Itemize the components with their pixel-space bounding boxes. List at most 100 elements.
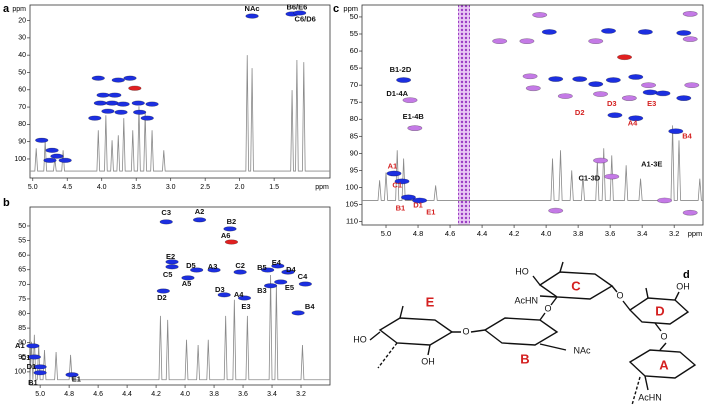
cross-peak xyxy=(45,147,59,153)
x-tick-label: 4.6 xyxy=(93,391,103,398)
y-tick-label: 50 xyxy=(18,223,26,230)
cross-peak xyxy=(532,12,548,18)
peak-annotation: E1 xyxy=(72,375,81,384)
cross-peak xyxy=(145,101,159,107)
group-label: AcHN xyxy=(514,295,538,305)
cross-peak xyxy=(50,153,64,159)
cross-peak xyxy=(676,30,692,36)
cross-peak xyxy=(400,194,416,201)
cross-peak xyxy=(394,178,410,185)
cross-peak xyxy=(33,370,47,376)
y-tick-label: 100 xyxy=(14,156,26,163)
y-tick-label: 20 xyxy=(18,17,26,24)
cross-peak xyxy=(642,89,658,96)
cross-peak xyxy=(525,85,541,92)
peak-annotation: A2 xyxy=(195,207,205,216)
cross-peak xyxy=(108,92,122,98)
peak-annotation: D1 xyxy=(413,201,423,210)
y-tick-label: 80 xyxy=(350,114,358,123)
x-axis-label: ppm xyxy=(315,184,329,191)
y-tick-label: 75 xyxy=(18,296,26,303)
y-tick-label: 90 xyxy=(18,340,26,347)
cross-peak xyxy=(682,10,698,17)
cross-peak xyxy=(668,128,684,135)
x-axis-label: ppm xyxy=(688,229,703,238)
x-tick-label: 3.2 xyxy=(669,229,679,238)
cross-peak xyxy=(159,219,173,225)
cross-peak xyxy=(58,157,72,163)
peak-annotation: D3 xyxy=(607,99,617,108)
cross-peak xyxy=(33,364,47,370)
peak-annotation: A1-3E xyxy=(641,159,662,168)
ring xyxy=(378,317,454,346)
cross-peak xyxy=(274,279,288,285)
peak-annotation: E1-4B xyxy=(403,112,425,121)
cross-peak xyxy=(628,74,644,80)
y-tick-label: 95 xyxy=(18,354,26,361)
group-label: O xyxy=(660,331,667,341)
y-tick-label: 105 xyxy=(345,200,358,209)
cross-peak xyxy=(386,170,402,177)
group-label: O xyxy=(616,290,623,300)
cross-peak xyxy=(91,75,105,81)
cross-peak xyxy=(412,197,428,204)
peak-annotation: C1 xyxy=(21,353,31,362)
cross-peak xyxy=(682,36,698,42)
y-tick-label: 40 xyxy=(18,52,26,59)
y-tick-label: 60 xyxy=(350,46,358,55)
y-tick-label: 85 xyxy=(18,325,26,332)
cross-peak xyxy=(682,209,698,216)
x-tick-label: 4.2 xyxy=(509,229,519,238)
cross-peak xyxy=(572,76,588,82)
y-tick-label: 85 xyxy=(350,131,358,140)
panel-label: a xyxy=(3,3,10,15)
cross-peak xyxy=(245,13,259,19)
cross-peak xyxy=(657,197,673,204)
x-tick-label: 3.0 xyxy=(166,184,176,191)
residue-label: B xyxy=(520,351,529,366)
peak-annotation: C1-3D xyxy=(578,174,600,183)
spectrum-trace xyxy=(362,125,703,201)
peak-annotation: D1 xyxy=(27,362,37,371)
y-tick-label: 65 xyxy=(350,63,358,72)
peak-annotation: C5 xyxy=(163,270,173,279)
bond xyxy=(369,261,680,391)
cross-peak xyxy=(114,109,128,115)
x-tick-label: 4.8 xyxy=(64,391,74,398)
cross-peak xyxy=(604,173,620,180)
x-tick-label: 4.8 xyxy=(413,229,423,238)
y-tick-label: 70 xyxy=(18,281,26,288)
residue-label: D xyxy=(655,303,664,318)
peak-annotation: A4 xyxy=(234,290,244,299)
x-tick-label: 3.5 xyxy=(131,184,141,191)
cross-peak xyxy=(263,283,278,289)
cross-peak xyxy=(684,82,700,89)
group-label: NAc xyxy=(573,345,591,355)
x-tick-label: 4.6 xyxy=(445,229,455,238)
cross-peak xyxy=(111,77,125,83)
peak-annotation: C2 xyxy=(235,261,245,270)
residue-label: C xyxy=(571,278,581,293)
y-tick-label: 100 xyxy=(14,369,26,376)
cross-peak xyxy=(133,109,147,115)
cross-peak xyxy=(96,92,110,98)
cross-peak xyxy=(402,97,418,104)
x-tick-label: 4.0 xyxy=(180,391,190,398)
cross-peak xyxy=(35,137,49,143)
cross-peak xyxy=(641,82,657,89)
peak-annotation: D3 xyxy=(215,285,225,294)
peak-annotation: B1 xyxy=(396,204,406,213)
peak-annotation: E3 xyxy=(647,99,656,108)
cross-peak xyxy=(293,10,307,16)
panel-label: d xyxy=(683,269,690,281)
peak-annotation: B2 xyxy=(227,217,237,226)
peak-annotation: B5 xyxy=(257,263,267,272)
x-tick-label: 2.5 xyxy=(200,184,210,191)
cross-peak xyxy=(105,100,119,106)
cross-peak xyxy=(224,239,239,245)
peak-annotation: B4 xyxy=(682,131,692,140)
peak-annotation: A1 xyxy=(15,341,25,350)
cross-peak xyxy=(192,217,207,223)
y-tick-label: 95 xyxy=(350,165,358,174)
